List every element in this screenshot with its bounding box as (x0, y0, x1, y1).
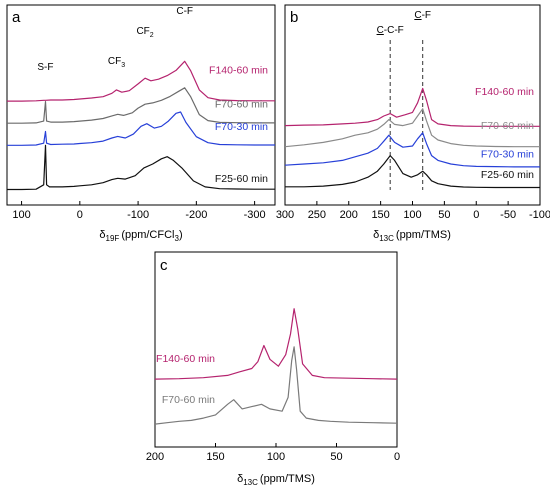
trace-f25-60-min (285, 155, 540, 189)
panel-c-tag: c (160, 257, 168, 274)
series-label: F70-60 min (215, 99, 268, 111)
series-label: F140-60 min (209, 65, 268, 77)
panel-c-tick-label: 100 (267, 451, 285, 463)
series-label: F70-60 min (481, 120, 534, 132)
series-label: F70-30 min (215, 121, 268, 133)
trace-f25-60-min (7, 144, 275, 191)
panel-c-xlabel: δ13C (ppm/TMS) (237, 473, 315, 487)
panel-a-traces (7, 60, 275, 191)
panel-a-xlabel: δ19F (ppm/CFCl3) (99, 229, 182, 243)
peak-label: C-F (176, 6, 193, 17)
trace-f140-60-min (154, 308, 398, 380)
panel-c-tick-label: 0 (394, 451, 400, 463)
peak-label: C-F (414, 10, 431, 21)
panel-c-tick-label: 50 (330, 451, 342, 463)
panel-a-tick-label: -300 (244, 209, 266, 221)
trace-f70-60-min (284, 108, 540, 148)
panel-b-tick-label: 150 (371, 209, 389, 221)
panel-a-ticks: 100 0 -100 -200 -300 (12, 201, 266, 221)
panel-b-peak-labels: C-C-F C-F (377, 10, 431, 36)
series-label: F25-60 min (481, 169, 534, 181)
panel-a-tick-label: 0 (77, 209, 83, 221)
trace-f70-60-min (7, 87, 275, 124)
panel-b-series-labels: F140-60 min F70-60 min F70-30 min F25-60 mi… (475, 86, 534, 181)
trace-f70-60-min (154, 346, 398, 425)
trace-f140-60-min (7, 60, 275, 102)
panel-c-series-labels: F140-60 min F70-60 min (156, 353, 215, 406)
panel-b-tick-label: -50 (500, 209, 516, 221)
panel-b: b 300 250 200 150 100 50 0 -50 -100 C-C-F C-F F14… (276, 4, 550, 243)
trace-f70-30-min (7, 111, 275, 146)
panel-b-tick-label: 0 (473, 209, 479, 221)
panel-a-series-labels: F140-60 min F70-60 min F70-30 min F25-60 mi… (209, 65, 268, 185)
panel-a-tick-label: 100 (12, 209, 30, 221)
panel-c-tick-label: 150 (206, 451, 224, 463)
panel-c: c 200 150 100 50 0 F140-60 min F70-60 min δ13… (146, 251, 400, 487)
panel-a-frame (6, 4, 276, 206)
series-label: F140-60 min (475, 86, 534, 98)
panel-b-tag: b (290, 9, 298, 26)
panel-a-tick-label: -100 (127, 209, 149, 221)
trace-f70-30-min (284, 132, 540, 168)
panel-b-tick-label: 100 (403, 209, 421, 221)
panel-b-ticks: 300 250 200 150 100 50 0 -50 -100 (276, 201, 550, 221)
peak-label: C-C-F (377, 25, 404, 36)
trace-f140-60-min (284, 87, 540, 127)
panel-a-tag: a (12, 9, 21, 26)
panel-c-traces (154, 308, 398, 425)
peak-label: S-F (37, 62, 53, 73)
panel-c-tick-label: 200 (146, 451, 164, 463)
panel-b-tick-label: -100 (529, 209, 550, 221)
panel-c-frame (154, 251, 398, 448)
peak-label: CF3 (108, 56, 125, 69)
panel-b-xlabel: δ13C (ppm/TMS) (373, 229, 451, 243)
panel-b-tick-label: 50 (438, 209, 450, 221)
series-label: F70-60 min (162, 394, 215, 406)
panel-a-tick-label: -200 (185, 209, 207, 221)
panel-b-guide-lines (389, 40, 424, 190)
peak-label: CF2 (136, 26, 153, 39)
panel-a: a 100 0 -100 -200 -300 S-F CF3 CF2 C-F F140-60 … (6, 4, 276, 243)
panel-c-ticks: 200 150 100 50 0 (146, 443, 400, 463)
series-label: F25-60 min (215, 173, 268, 185)
panel-a-peak-labels: S-F CF3 CF2 C-F (37, 6, 193, 73)
series-label: F140-60 min (156, 353, 215, 365)
panel-b-traces (284, 87, 540, 189)
series-label: F70-30 min (481, 149, 534, 161)
panel-b-tick-label: 250 (308, 209, 326, 221)
panel-b-tick-label: 200 (340, 209, 358, 221)
panel-b-tick-label: 300 (276, 209, 294, 221)
